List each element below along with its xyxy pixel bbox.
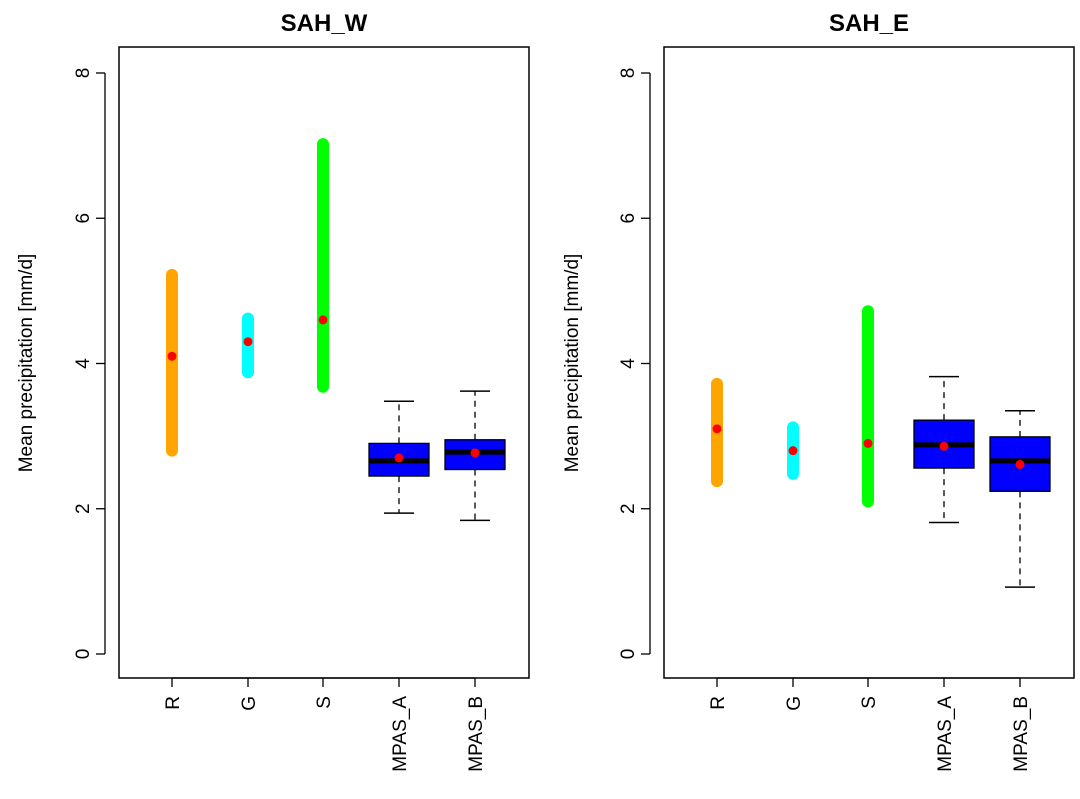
- mean-marker: [939, 441, 949, 451]
- x-tick-label: MPAS_A: [935, 696, 956, 772]
- y-tick-label: 6: [618, 213, 639, 224]
- panel-sah-e: SAH_E Mean precipitation [mm/d] 0 2 4 6 8 R G S…: [562, 10, 1075, 772]
- x-tick-label: S: [859, 696, 880, 709]
- mean-marker: [788, 446, 798, 456]
- y-axis-label: Mean precipitation [mm/d]: [562, 254, 583, 473]
- mean-marker: [318, 315, 328, 325]
- x-tick-label: MPAS_B: [1011, 696, 1032, 772]
- mean-marker: [243, 337, 253, 347]
- mean-marker: [394, 453, 404, 463]
- panel-title: SAH_W: [281, 10, 368, 37]
- panel-sah-w: SAH_W Mean precipitation [mm/d] 0 2 4 6 8 R G S…: [16, 10, 530, 772]
- x-tick-label: G: [239, 696, 260, 711]
- x-tick-label: MPAS_B: [466, 696, 487, 772]
- y-tick-label: 0: [73, 649, 94, 660]
- y-tick-label: 4: [618, 358, 639, 369]
- mean-marker: [863, 438, 873, 448]
- y-tick-label: 6: [73, 213, 94, 224]
- mean-marker: [470, 448, 480, 458]
- y-axis-label: Mean precipitation [mm/d]: [16, 254, 37, 473]
- mean-marker: [712, 424, 722, 434]
- y-tick-label: 8: [73, 68, 94, 79]
- panel-title: SAH_E: [829, 10, 909, 37]
- y-tick-label: 2: [73, 503, 94, 514]
- x-tick-label: G: [784, 696, 805, 711]
- x-tick-label: R: [163, 696, 184, 710]
- mean-marker: [1015, 459, 1025, 469]
- y-tick-label: 4: [73, 358, 94, 369]
- y-tick-label: 2: [618, 503, 639, 514]
- x-tick-label: MPAS_A: [390, 696, 411, 772]
- x-tick-label: R: [708, 696, 729, 710]
- y-tick-label: 0: [618, 649, 639, 660]
- mean-marker: [167, 351, 177, 361]
- y-tick-label: 8: [618, 68, 639, 79]
- x-tick-label: S: [314, 696, 335, 709]
